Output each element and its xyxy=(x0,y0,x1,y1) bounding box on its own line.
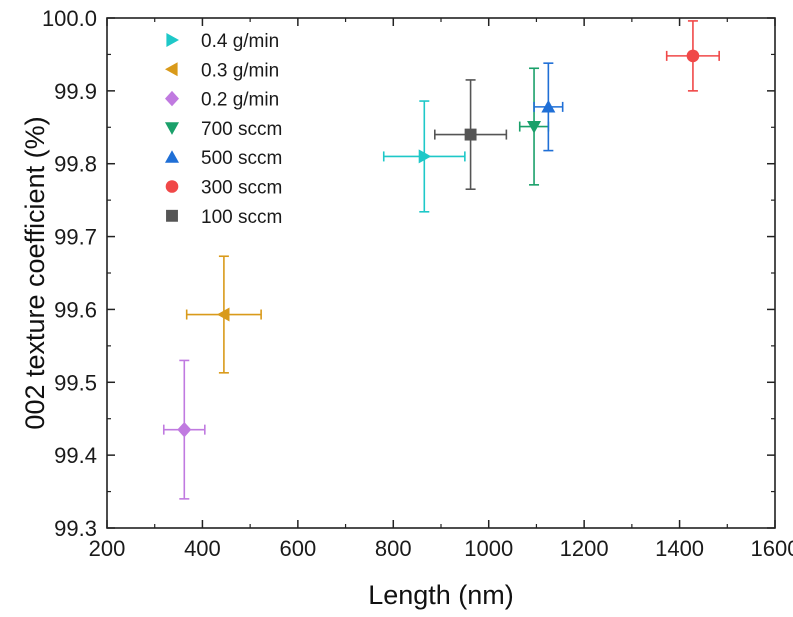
legend-item: 0.3 g/min xyxy=(165,60,279,81)
x-tick-label: 800 xyxy=(375,536,412,561)
point-marker xyxy=(686,49,700,63)
x-tick-label: 1600 xyxy=(751,536,793,561)
y-tick-label: 99.5 xyxy=(54,370,97,395)
point-marker xyxy=(464,128,477,141)
y-tick-label: 99.3 xyxy=(54,516,97,541)
legend: 0.4 g/min 0.3 g/min 0.2 g/min 700 sccm 500 s… xyxy=(165,31,282,228)
plot-area: 2004006008001000120014001600 99.399.499.… xyxy=(42,6,793,561)
legend-marker xyxy=(166,209,178,222)
x-axis-title: Length (nm) xyxy=(368,580,514,610)
series-point xyxy=(533,62,564,152)
y-axis: 99.3 99.4 99.5 99.6 99.7 99.8 99.9 100.0 xyxy=(42,6,775,541)
legend-label: 0.3 g/min xyxy=(201,60,279,81)
y-tick-label: 99.4 xyxy=(54,443,97,468)
y-tick-label: 99.9 xyxy=(54,79,97,104)
series-point xyxy=(665,20,720,92)
point-marker xyxy=(418,149,432,164)
legend-label: 500 sccm xyxy=(201,148,282,169)
x-tick-label: 200 xyxy=(89,536,126,561)
legend-item: 0.2 g/min xyxy=(165,90,279,111)
legend-marker xyxy=(165,90,179,107)
legend-item: 300 sccm xyxy=(165,178,282,199)
x-tick-label: 600 xyxy=(279,536,316,561)
legend-label: 0.2 g/min xyxy=(201,90,279,111)
legend-label: 300 sccm xyxy=(201,178,282,199)
series-point xyxy=(162,359,206,500)
x-tick-label: 1000 xyxy=(464,536,513,561)
point-marker xyxy=(541,99,556,113)
series-point xyxy=(185,255,262,374)
x-axis: 200 400 600 800 1000 1200 1400 1600 xyxy=(89,18,793,561)
legend-item: 100 sccm xyxy=(166,207,282,228)
data-points xyxy=(162,20,720,500)
legend-label: 700 sccm xyxy=(201,119,282,140)
y-tick-label: 99.8 xyxy=(54,152,97,177)
y-tick-label: 99.6 xyxy=(54,297,97,322)
legend-marker xyxy=(165,122,179,135)
legend-marker xyxy=(165,150,179,163)
legend-marker xyxy=(165,180,179,193)
point-marker xyxy=(177,421,192,438)
legend-item: 0.4 g/min xyxy=(166,31,279,52)
y-tick-label: 99.7 xyxy=(54,225,97,250)
series-point xyxy=(382,100,466,213)
series-point xyxy=(518,67,550,186)
legend-item: 500 sccm xyxy=(165,148,282,169)
legend-marker xyxy=(166,33,179,47)
legend-marker xyxy=(165,62,178,77)
legend-item: 700 sccm xyxy=(165,119,282,140)
y-tick-label: 100.0 xyxy=(42,6,97,31)
x-tick-label: 400 xyxy=(184,536,221,561)
legend-label: 0.4 g/min xyxy=(201,31,279,52)
x-tick-label: 1200 xyxy=(560,536,609,561)
point-marker xyxy=(527,120,542,134)
legend-label: 100 sccm xyxy=(201,207,282,228)
point-marker xyxy=(216,307,230,322)
y-axis-title: 002 texture coefficient (%) xyxy=(20,116,50,429)
series-point xyxy=(433,79,508,191)
x-tick-label: 1400 xyxy=(655,536,704,561)
